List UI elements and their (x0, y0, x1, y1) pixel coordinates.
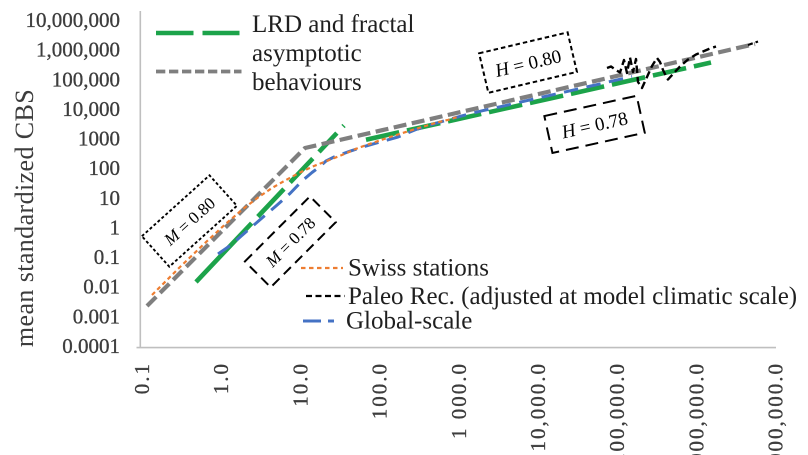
svg-text:1000: 1000 (78, 127, 120, 151)
svg-text:0.1: 0.1 (94, 245, 120, 269)
svg-text:1,000,000.0: 1,000,000.0 (684, 362, 708, 455)
svg-text:10,000: 10,000 (62, 97, 120, 121)
svg-text:100,000.0: 100,000.0 (605, 362, 629, 455)
svg-text:behaviours: behaviours (252, 69, 362, 96)
svg-text:1 000.0: 1 000.0 (447, 362, 471, 439)
svg-text:0.001: 0.001 (73, 304, 120, 328)
svg-text:1.0: 1.0 (209, 362, 233, 394)
svg-text:Global-scale: Global-scale (346, 308, 472, 335)
svg-text:mean standardized CBS: mean standardized CBS (10, 89, 39, 347)
svg-text:0.01: 0.01 (83, 275, 120, 299)
svg-text:1,000,000: 1,000,000 (36, 38, 120, 62)
svg-text:100: 100 (89, 156, 121, 180)
svg-text:asymptotic: asymptotic (252, 40, 362, 67)
svg-text:10,000.0: 10,000.0 (526, 362, 550, 452)
svg-text:LRD and fractal: LRD and fractal (252, 11, 414, 38)
svg-text:10,000,000: 10,000,000 (26, 8, 121, 32)
svg-text:100,000: 100,000 (52, 67, 120, 91)
svg-text:1: 1 (110, 216, 121, 240)
svg-text:0.0001: 0.0001 (62, 334, 120, 358)
svg-text:100.0: 100.0 (368, 362, 392, 419)
svg-text:Swiss stations: Swiss stations (348, 255, 489, 282)
svg-text:10,000,000.0: 10,000,000.0 (764, 362, 788, 455)
svg-text:10.0: 10.0 (288, 362, 312, 407)
svg-text:10: 10 (99, 186, 120, 210)
svg-text:0.1: 0.1 (130, 362, 154, 394)
svg-text:Paleo Rec. (adjusted at model: Paleo Rec. (adjusted at model climatic s… (348, 283, 797, 310)
